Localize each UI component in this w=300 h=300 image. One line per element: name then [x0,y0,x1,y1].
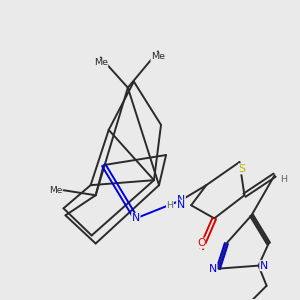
Text: H: H [280,175,288,184]
Text: S: S [238,164,246,174]
Text: N: N [209,264,217,274]
Text: N: N [177,200,185,210]
Text: Me: Me [94,58,108,68]
Text: H: H [167,201,173,210]
Text: N: N [177,195,185,205]
Text: N: N [260,261,268,271]
Text: O: O [197,238,206,248]
Text: Me: Me [49,186,62,195]
Text: Me: Me [151,52,165,62]
Text: N: N [132,213,140,224]
